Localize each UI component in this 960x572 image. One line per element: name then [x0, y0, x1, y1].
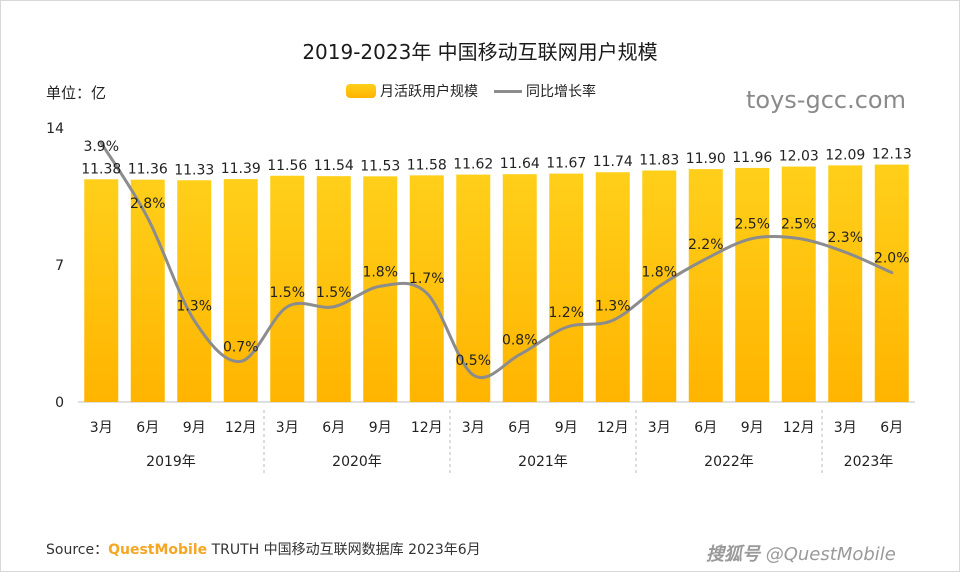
- bar: [130, 179, 165, 402]
- bar-value-label: 11.39: [221, 161, 261, 177]
- growth-rate-label: 2.5%: [734, 217, 770, 233]
- source-prefix: Source：: [46, 542, 109, 558]
- bar-value-label: 11.90: [686, 151, 726, 167]
- brand-name: QuestMobile: [108, 542, 208, 558]
- x-tick-label: 9月: [369, 420, 392, 436]
- legend: 月活跃用户规模 同比增长率: [346, 81, 596, 101]
- x-tick-label: 3月: [90, 420, 113, 436]
- axis-layer: 0 7 14 3月 6月 9月 12月 3月 6月 9月 12月 3月 6月 9月 12月 3月 6月 9月 12月…: [46, 121, 915, 476]
- x-tick-label: 3月: [462, 420, 485, 436]
- year-label: 2019年: [146, 454, 196, 470]
- year-label: 2023年: [844, 454, 894, 470]
- bar: [874, 164, 909, 402]
- line-layer: [99, 141, 894, 379]
- year-label: 2022年: [704, 454, 754, 470]
- x-tick-label: 6月: [694, 420, 717, 436]
- bar: [828, 165, 863, 402]
- bar: [595, 172, 630, 402]
- source-footer: Source：QuestMobile TRUTH 中国移动互联网数据库 2023…: [46, 539, 481, 559]
- bar: [735, 167, 770, 402]
- bar: [316, 176, 351, 402]
- bar: [270, 175, 305, 402]
- x-tick-label: 9月: [741, 420, 764, 436]
- year-label: 2021年: [518, 454, 568, 470]
- growth-rate-label: 2.2%: [688, 237, 724, 253]
- credit-handle: @QuestMobile: [765, 544, 896, 565]
- x-tick-label: 12月: [597, 420, 629, 436]
- growth-rate-label: 3.9%: [83, 139, 119, 155]
- bar-value-label: 11.54: [314, 158, 354, 174]
- label-layer: 11.38 11.36 11.33 11.39 11.56 11.54 11.53 11.58…: [81, 139, 912, 369]
- growth-rate-line: [99, 141, 894, 379]
- bar: [502, 174, 537, 402]
- unit-label: 单位：亿: [46, 84, 107, 102]
- x-tick-label: 6月: [136, 420, 159, 436]
- bar-value-label: 12.13: [872, 147, 912, 163]
- y-tick-label: 7: [55, 258, 64, 274]
- legend-line-label: 同比增长率: [526, 84, 596, 100]
- growth-rate-label: 1.8%: [362, 264, 398, 280]
- bar: [456, 174, 491, 402]
- bar: [549, 173, 584, 402]
- bar-value-label: 11.38: [81, 161, 121, 177]
- y-tick-label: 0: [55, 395, 64, 411]
- bar: [781, 166, 816, 402]
- bar: [409, 175, 444, 402]
- bar-value-label: 11.58: [407, 157, 447, 173]
- bar-value-label: 11.36: [128, 162, 168, 178]
- bar-value-label: 11.74: [593, 154, 633, 170]
- x-tick-label: 6月: [508, 420, 531, 436]
- x-tick-label: 12月: [783, 420, 815, 436]
- bar: [84, 179, 119, 402]
- growth-rate-label: 2.0%: [874, 251, 910, 267]
- bar: [223, 179, 258, 402]
- bar-value-label: 11.83: [639, 152, 679, 168]
- growth-rate-label: 1.5%: [316, 285, 352, 301]
- legend-line-swatch: [494, 89, 522, 93]
- x-tick-label: 12月: [411, 420, 443, 436]
- growth-rate-label: 1.8%: [641, 264, 677, 280]
- bar-value-label: 11.62: [453, 157, 493, 173]
- growth-rate-label: 0.7%: [223, 339, 259, 355]
- growth-rate-label: 1.3%: [595, 298, 631, 314]
- source-text: TRUTH 中国移动互联网数据库 2023年6月: [211, 542, 481, 558]
- bar-value-label: 11.33: [174, 162, 214, 178]
- x-tick-label: 9月: [555, 420, 578, 436]
- bar-value-label: 11.53: [360, 158, 400, 174]
- bar: [688, 169, 723, 402]
- growth-rate-label: 2.5%: [781, 217, 817, 233]
- x-tick-label: 3月: [834, 420, 857, 436]
- credit-mark: 搜狐号 @QuestMobile: [706, 540, 896, 566]
- growth-rate-label: 1.7%: [409, 271, 445, 287]
- legend-bar-label: 月活跃用户规模: [380, 84, 478, 100]
- x-tick-label: 3月: [648, 420, 671, 436]
- bar-value-label: 12.09: [825, 147, 865, 163]
- growth-rate-label: 0.5%: [455, 353, 491, 369]
- x-tick-label: 6月: [880, 420, 903, 436]
- growth-rate-label: 2.3%: [827, 230, 863, 246]
- x-tick-label: 6月: [322, 420, 345, 436]
- bar-value-label: 12.03: [779, 149, 819, 165]
- legend-bar-swatch: [346, 84, 376, 98]
- bar-value-label: 11.64: [500, 156, 540, 172]
- growth-rate-label: 1.2%: [548, 305, 584, 321]
- growth-rate-label: 2.8%: [130, 196, 166, 212]
- bar-value-label: 11.96: [732, 150, 772, 166]
- chart-title: 2019-2023年 中国移动互联网用户规模: [302, 40, 658, 64]
- growth-rate-label: 1.5%: [269, 285, 305, 301]
- year-label: 2020年: [332, 454, 382, 470]
- x-tick-label: 3月: [276, 420, 299, 436]
- growth-rate-label: 0.8%: [502, 333, 538, 349]
- bar: [177, 180, 212, 402]
- y-tick-label: 14: [46, 121, 64, 137]
- site-watermark: toys-gcc.com: [746, 86, 906, 114]
- bar-value-label: 11.56: [267, 158, 307, 174]
- bar-value-label: 11.67: [546, 156, 586, 172]
- x-tick-label: 9月: [183, 420, 206, 436]
- growth-rate-label: 1.3%: [176, 298, 212, 314]
- bar-layer: [84, 164, 909, 402]
- sohu-logo: 搜狐号: [706, 544, 760, 565]
- x-tick-label: 12月: [225, 420, 257, 436]
